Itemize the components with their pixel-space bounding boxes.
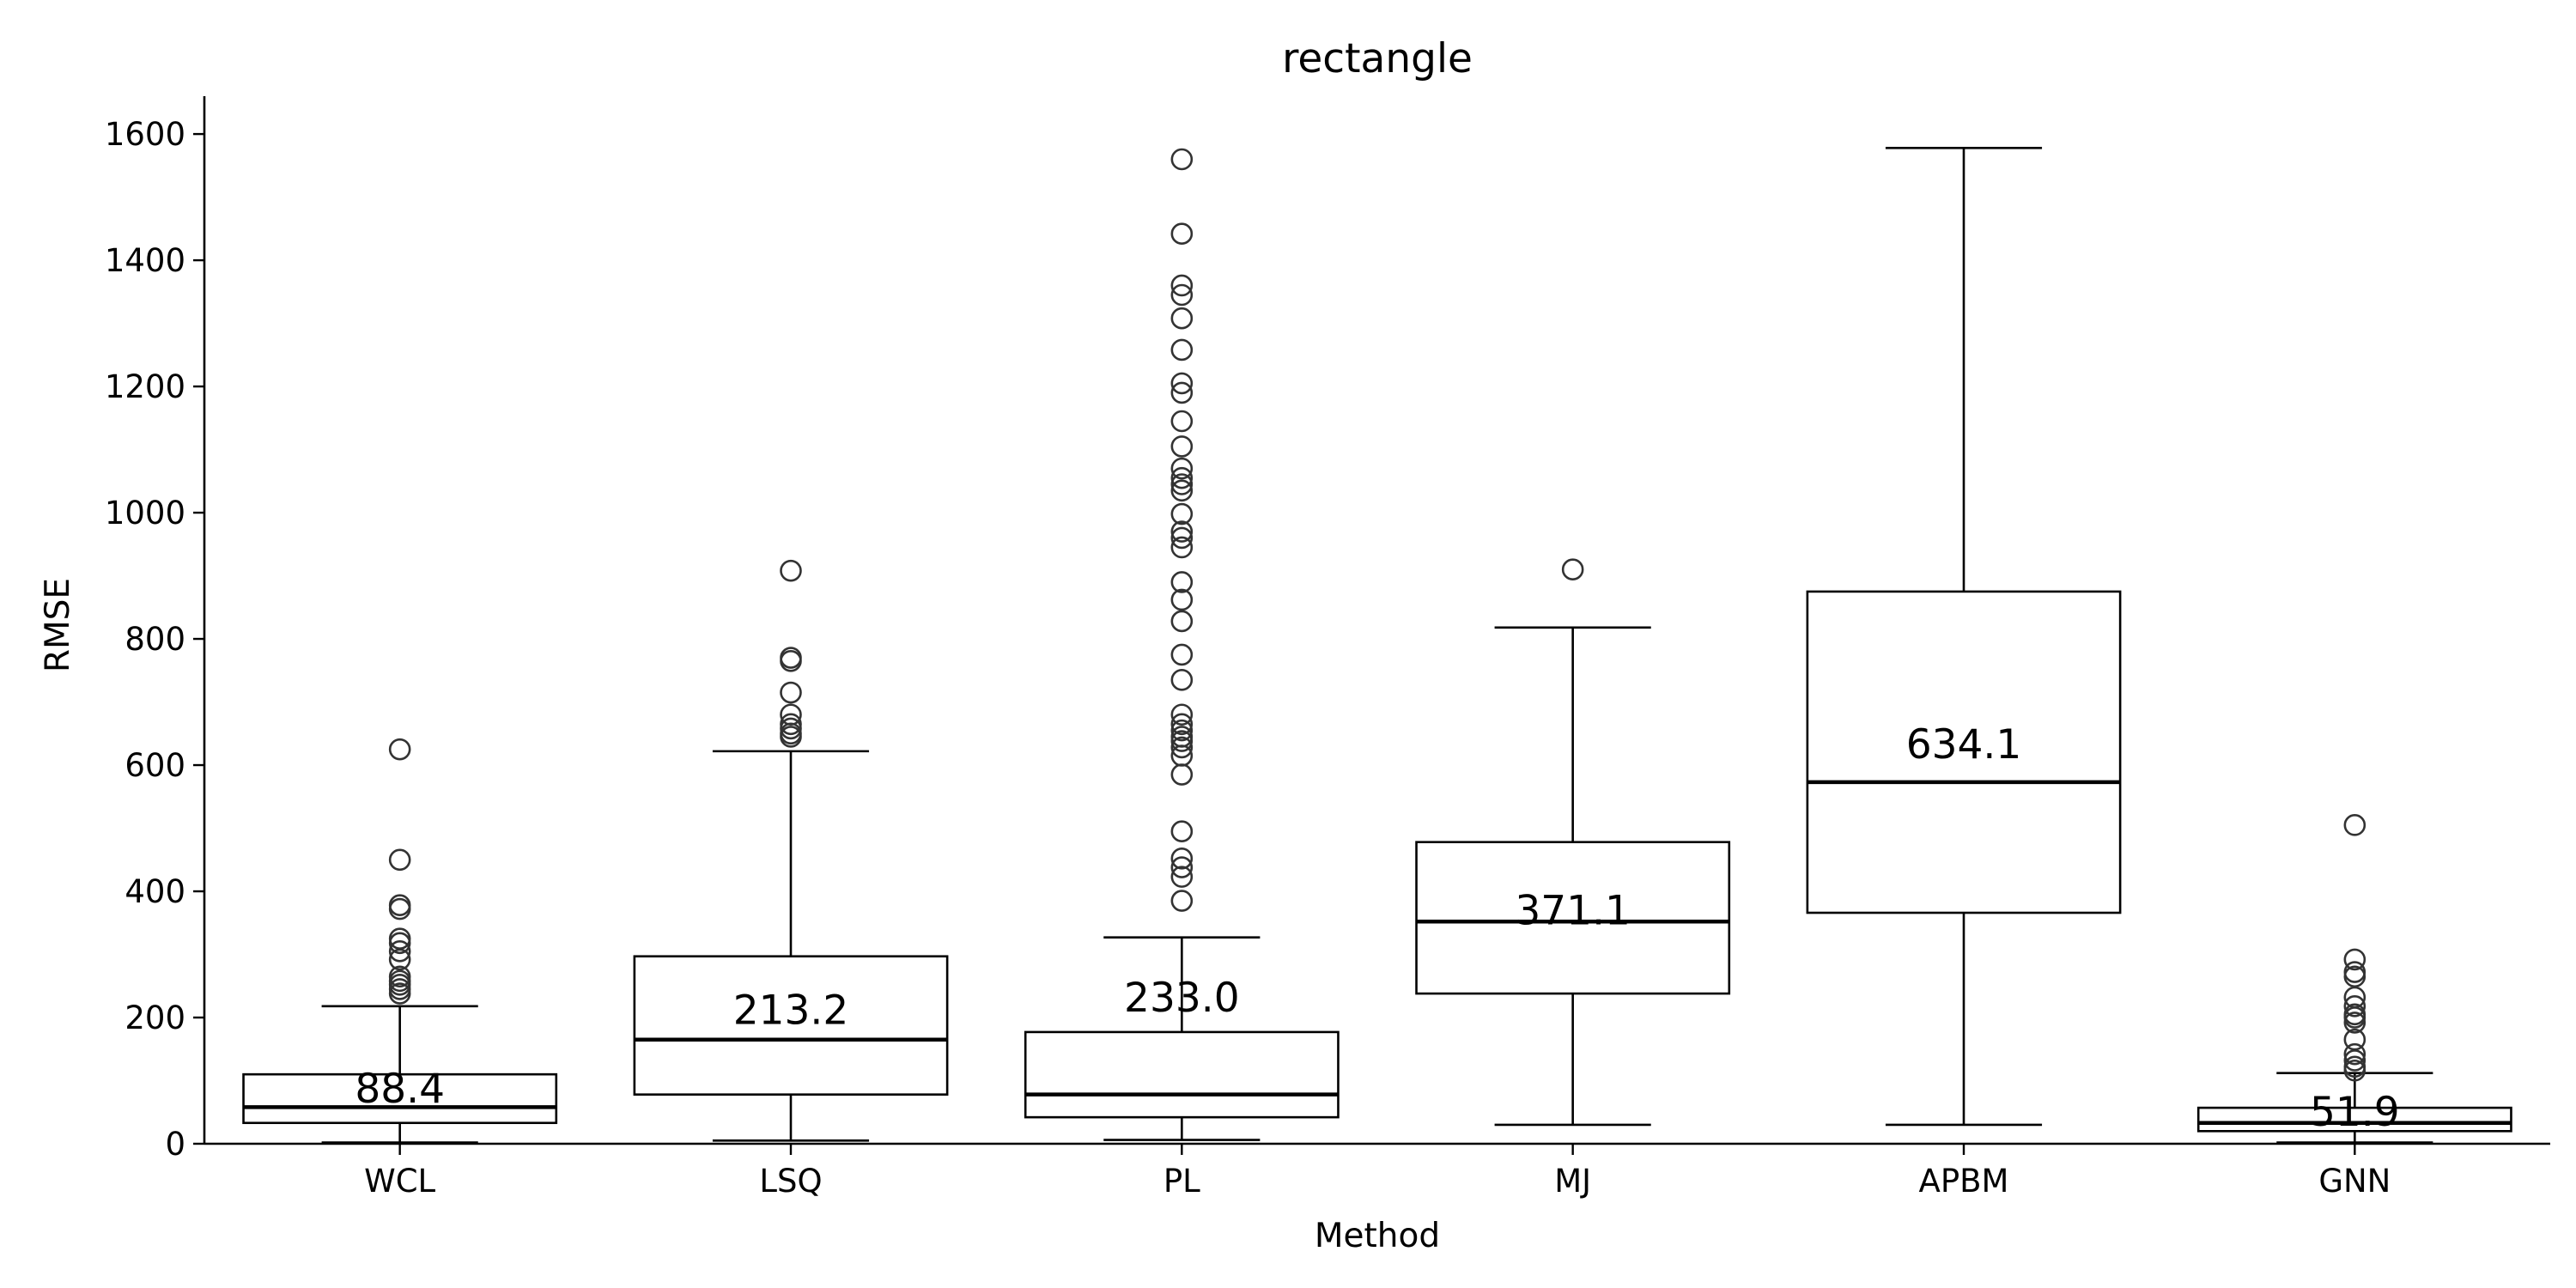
x-tick-label-apbm: APBM (1919, 1163, 2009, 1200)
mean-label: 634.1 (1906, 721, 2022, 769)
outlier-point (388, 932, 411, 955)
mean-label: 233.0 (1124, 975, 1240, 1022)
outlier-point (1170, 643, 1194, 666)
box-group-gnn: 51.9 (2196, 814, 2512, 1144)
outlier-point (1170, 890, 1194, 912)
iqr-box (1806, 590, 2122, 914)
y-tick-label: 600 (125, 747, 185, 784)
iqr-box (242, 1072, 558, 1125)
outlier-point (388, 738, 411, 761)
outlier-point (1170, 719, 1194, 742)
box-group-wcl: 88.4 (242, 738, 558, 1144)
outlier-point (1170, 526, 1194, 550)
outlier-point (780, 681, 802, 704)
outlier-point (1170, 610, 1194, 633)
y-tick-label: 0 (165, 1126, 185, 1163)
outlier-point (1170, 435, 1194, 458)
outlier-point (2343, 961, 2366, 983)
mean-label: 88.4 (355, 1066, 445, 1113)
outlier-point (1170, 274, 1194, 297)
outlier-point (1170, 457, 1194, 480)
y-tick-label: 1600 (105, 116, 185, 153)
outlier-point (388, 940, 411, 963)
outlier-point (1170, 866, 1194, 888)
x-axis-label: Method (1315, 1217, 1440, 1255)
y-axis: 0 200 400 600 800 1000 1200 1400 1600 (105, 96, 206, 1163)
iqr-box (2196, 1106, 2512, 1133)
outlier-point (1170, 283, 1194, 307)
outlier-point (2343, 814, 2366, 836)
outlier-point (1170, 520, 1194, 543)
outlier-point (780, 649, 802, 672)
outlier-point (1170, 763, 1194, 786)
outlier-point (1170, 307, 1194, 330)
mean-label: 213.2 (733, 987, 849, 1034)
outlier-point (780, 726, 802, 748)
outlier-point (1170, 736, 1194, 759)
mean-label: 51.9 (2310, 1089, 2400, 1136)
iqr-box (633, 955, 949, 1096)
outlier-point (1170, 148, 1194, 171)
outlier-point (1170, 669, 1194, 691)
x-axis: WCL LSQ PL MJ APBM GNN (204, 1142, 2550, 1200)
mean-label: 371.1 (1515, 887, 1631, 934)
outlier-point (1170, 848, 1194, 870)
outlier-point (780, 559, 802, 582)
x-tick-label-pl: PL (1163, 1163, 1200, 1200)
outlier-point (388, 948, 411, 971)
y-tick-label: 800 (125, 621, 185, 658)
y-tick-label: 200 (125, 999, 185, 1036)
plot-area: 88.4 213.2 233.0 371.1 634.1 51.9 (242, 146, 2512, 1144)
outlier-point (1170, 820, 1194, 843)
outlier-point (1170, 466, 1194, 489)
outlier-point (1170, 713, 1194, 736)
outlier-point (2343, 1012, 2366, 1034)
x-tick-label-wcl: WCL (364, 1163, 435, 1200)
chart-title: rectangle (1282, 35, 1473, 82)
y-axis-label: RMSE (39, 578, 77, 672)
box-group-apbm: 634.1 (1806, 146, 2122, 1127)
outlier-point (2343, 1006, 2366, 1029)
x-tick-label-mj: MJ (1554, 1163, 1591, 1200)
outlier-point (1170, 479, 1194, 502)
outlier-point (1170, 338, 1194, 361)
outlier-point (1170, 372, 1194, 395)
outlier-point (1170, 730, 1194, 752)
x-tick-label-gnn: GNN (2318, 1163, 2391, 1200)
y-tick-label: 1000 (105, 495, 185, 532)
box-group-mj: 371.1 (1415, 558, 1731, 1127)
outlier-point (1170, 536, 1194, 559)
outlier-point (1170, 703, 1194, 726)
iqr-box (1415, 841, 1731, 995)
y-tick-label: 400 (125, 873, 185, 910)
outlier-point (2343, 1049, 2366, 1072)
outlier-point (2343, 994, 2366, 1018)
box-group-pl: 233.0 (1024, 148, 1340, 1141)
y-tick-label: 1400 (105, 242, 185, 279)
outlier-point (1170, 222, 1194, 246)
outlier-point (1170, 502, 1194, 526)
outlier-point (388, 848, 411, 872)
outlier-point (388, 897, 411, 920)
x-tick-label-lsq: LSQ (759, 1163, 822, 1200)
outlier-point (1170, 571, 1194, 593)
outlier-point (388, 982, 411, 1005)
outlier-point (1170, 588, 1194, 611)
outlier-point (2343, 948, 2366, 971)
outlier-point (1170, 381, 1194, 404)
box-group-lsq: 213.2 (633, 559, 949, 1142)
y-tick-label: 1200 (105, 368, 185, 405)
outlier-point (1170, 473, 1194, 495)
outlier-point (2343, 1059, 2366, 1082)
outlier-point (1170, 856, 1194, 878)
iqr-box (1024, 1030, 1340, 1119)
outlier-point (2343, 1042, 2366, 1066)
outlier-point (780, 717, 802, 740)
outlier-point (1561, 558, 1584, 581)
outlier-point (1170, 410, 1194, 433)
